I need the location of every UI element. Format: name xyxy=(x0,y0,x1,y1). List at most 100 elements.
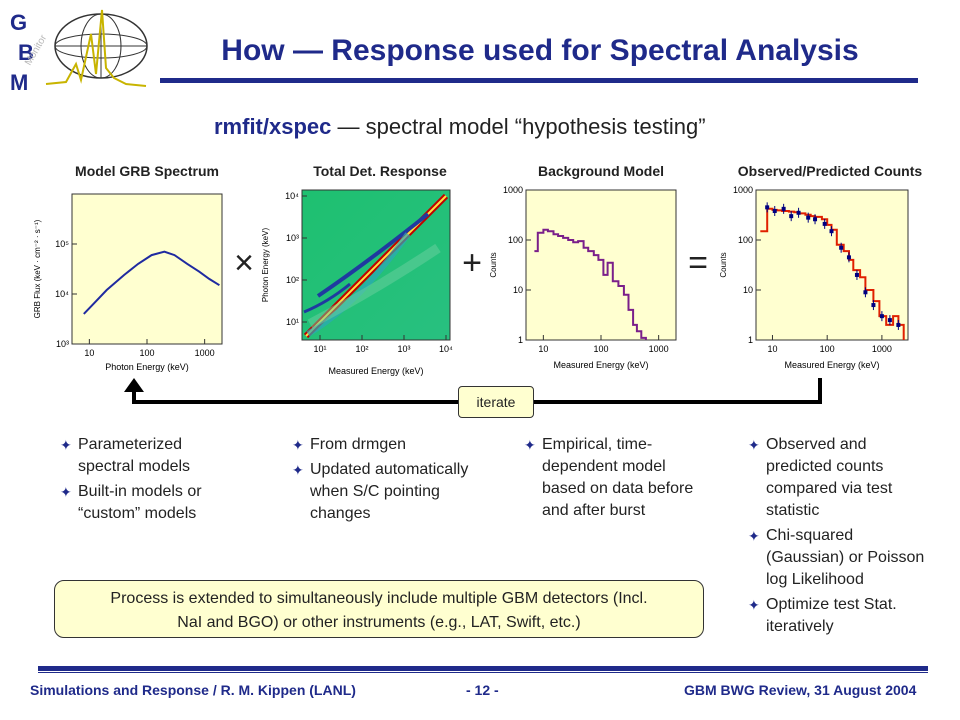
bullet-star-icon: ✦ xyxy=(60,437,72,453)
equals-operator: = xyxy=(688,244,708,282)
y-tick-label: 10⁵ xyxy=(55,239,69,249)
y-axis-label: Counts xyxy=(719,252,728,277)
series-line xyxy=(83,250,220,315)
x-tick-label: 10 xyxy=(538,344,548,354)
data-point xyxy=(846,255,851,260)
multiply-operator: × xyxy=(234,244,254,282)
plus-operator: + xyxy=(462,244,482,282)
y-tick-label: 1000 xyxy=(503,185,523,195)
process-note: Process is extended to simultaneously in… xyxy=(54,580,704,638)
background-model-chart: 10 100 1000 1 10 100 1000 Measured Energy (keV… xyxy=(486,184,686,376)
data-point xyxy=(879,314,884,319)
y-axis-label: GRB Flux (keV · cm⁻² · s⁻¹) xyxy=(33,219,42,318)
y-axis-label: Photon Energy (keV) xyxy=(261,228,270,303)
y-tick-label: 100 xyxy=(738,235,753,245)
x-tick-label: 1000 xyxy=(195,348,215,358)
panel-title-background: Background Model xyxy=(537,163,664,179)
low-energy-band xyxy=(303,282,351,314)
slide-title: How — Response used for Spectral Analysi… xyxy=(221,34,859,67)
data-point xyxy=(887,318,892,323)
gbm-logo: G B M Monitor xyxy=(6,4,148,96)
y-tick-label: 10² xyxy=(286,275,299,285)
series-step xyxy=(534,228,647,340)
bullet-star-icon: ✦ xyxy=(748,437,760,453)
data-point xyxy=(781,206,786,211)
subtitle-tool-name: rmfit/xspec xyxy=(214,114,332,139)
y-tick-label: 1 xyxy=(748,335,753,345)
data-point xyxy=(765,205,770,210)
bullet-star-icon: ✦ xyxy=(292,437,304,453)
y-tick-label: 10 xyxy=(513,285,523,295)
data-point xyxy=(789,214,794,219)
bullet-item: ✦ Optimize test Stat. iteratively xyxy=(748,596,897,635)
x-axis-label: Measured Energy (keV) xyxy=(553,360,648,370)
data-point xyxy=(871,303,876,308)
bullets-model: ✦ Parameterized spectral models ✦ Built-in… xyxy=(60,434,230,528)
backscatter-band xyxy=(307,243,441,329)
bullets-response: ✦ From drmgen ✦ Updated automatically when… xyxy=(292,434,472,528)
y-tick-label: 10 xyxy=(743,285,753,295)
note-line-1: Process is extended to simultaneously in… xyxy=(110,590,648,607)
x-tick-label: 10² xyxy=(355,344,368,354)
data-point xyxy=(839,245,844,250)
x-tick-label: 100 xyxy=(593,344,608,354)
bullet-item: ✦ Empirical, time-dependent model based o… xyxy=(524,436,694,519)
y-tick-label: 1 xyxy=(518,335,523,345)
panel-title-observed: Observed/Predicted Counts xyxy=(737,163,923,179)
x-tick-label: 1000 xyxy=(649,344,669,354)
data-point xyxy=(772,209,777,214)
bullet-item: ✦ Observed and predicted counts compared … xyxy=(748,436,893,519)
x-axis-label: Photon Energy (keV) xyxy=(105,362,189,372)
y-tick-label: 10⁴ xyxy=(55,289,69,299)
footer-rule xyxy=(38,666,928,671)
escape-peak-band xyxy=(316,212,430,298)
y-tick-label: 10⁴ xyxy=(285,191,299,201)
data-point xyxy=(822,221,827,226)
footer-event: GBM BWG Review, 31 August 2004 xyxy=(684,682,917,698)
x-tick-label: 100 xyxy=(139,348,154,358)
bullet-item: ✦ From drmgen xyxy=(292,434,472,456)
bullet-item: ✦ Parameterized spectral models xyxy=(60,436,191,475)
x-tick-label: 10¹ xyxy=(313,344,326,354)
bullet-star-icon: ✦ xyxy=(524,437,536,453)
y-axis-label: Counts xyxy=(489,252,498,277)
x-tick-label: 10³ xyxy=(397,344,410,354)
data-point xyxy=(796,210,801,215)
y-tick-label: 10³ xyxy=(56,339,69,349)
bullet-star-icon: ✦ xyxy=(60,484,72,500)
bullets-observed: ✦ Observed and predicted counts compared … xyxy=(748,434,928,641)
x-tick-label: 10 xyxy=(84,348,94,358)
x-tick-label: 10⁴ xyxy=(439,344,453,354)
bullet-item: ✦ Built-in models or “custom” models xyxy=(60,483,202,522)
slide-subtitle: rmfit/xspec — spectral model “hypothesis… xyxy=(214,114,706,140)
panel-title-response: Total Det. Response xyxy=(313,163,447,179)
iterate-label: iterate xyxy=(458,386,534,418)
panel-title-model: Model GRB Spectrum xyxy=(75,163,219,179)
logo-letter-b: B xyxy=(18,40,34,65)
data-point xyxy=(896,322,901,327)
subtitle-description: — spectral model “hypothesis testing” xyxy=(331,114,706,139)
bullet-item: ✦ Chi-squared (Gaussian) or Poisson log L… xyxy=(748,527,925,588)
footer-rule-thin xyxy=(38,672,928,673)
x-tick-label: 1000 xyxy=(872,344,892,354)
footer-author: Simulations and Response / R. M. Kippen … xyxy=(30,682,356,698)
footer-page-number: - 12 - xyxy=(466,682,499,698)
logo-letter-g: G xyxy=(10,10,27,35)
x-tick-label: 10 xyxy=(767,344,777,354)
model-spectrum-chart: 10 100 1000 10³ 10⁴ 10⁵ Photon Energy (keV) G… xyxy=(30,186,230,376)
y-tick-label: 10³ xyxy=(286,233,299,243)
note-line-2: NaI and BGO) or other instruments (e.g.,… xyxy=(177,614,581,631)
x-axis-label: Measured Energy (keV) xyxy=(784,360,879,370)
y-tick-label: 10¹ xyxy=(286,317,299,327)
data-point xyxy=(813,217,818,222)
logo-letter-m: M xyxy=(10,70,28,95)
detector-response-chart: 10¹ 10² 10³ 10⁴ 10¹ 10² 10³ 10⁴ Measured Energy… xyxy=(258,184,458,378)
bullet-star-icon: ✦ xyxy=(748,528,760,544)
observed-counts-chart: 10 100 1000 1 10 100 1000 Measured Energy (keV… xyxy=(716,184,916,376)
y-tick-label: 100 xyxy=(508,235,523,245)
bullet-item: ✦ Updated automatically when S/C pointing… xyxy=(292,461,469,522)
data-point xyxy=(806,215,811,220)
bullets-background: ✦ Empirical, time-dependent model based o… xyxy=(524,434,694,525)
x-tick-label: 100 xyxy=(820,344,835,354)
data-point xyxy=(854,272,859,277)
